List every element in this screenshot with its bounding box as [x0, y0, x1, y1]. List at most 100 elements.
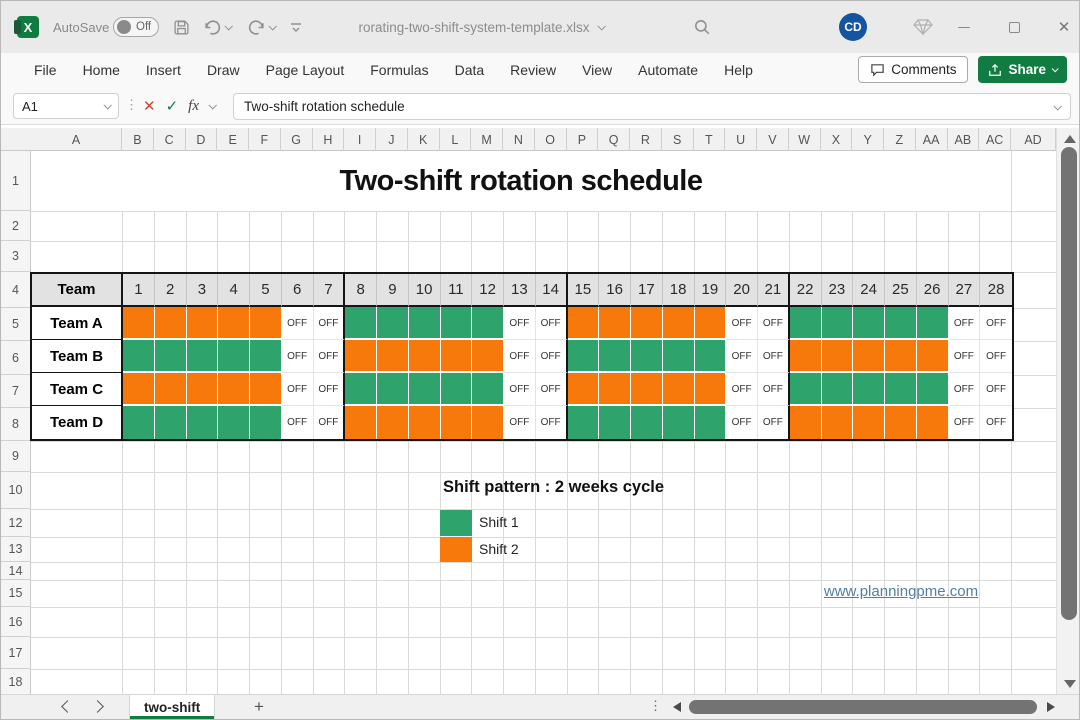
column-header-AB[interactable]: AB [948, 128, 980, 151]
day-header-cell[interactable]: 16 [599, 274, 631, 307]
off-cell[interactable]: OFF [948, 406, 981, 439]
shift2-cell[interactable] [154, 373, 187, 406]
column-header-K[interactable]: K [408, 128, 440, 151]
day-header-cell[interactable]: 20 [726, 274, 758, 307]
redo-icon[interactable] [247, 1, 277, 53]
off-cell[interactable]: OFF [758, 340, 790, 373]
off-cell[interactable]: OFF [313, 307, 346, 340]
shift2-cell[interactable] [916, 340, 949, 373]
name-box[interactable]: A1 [13, 93, 119, 119]
shift2-cell[interactable] [377, 406, 409, 439]
shift2-cell[interactable] [885, 340, 917, 373]
row-header-7[interactable]: 7 [1, 375, 31, 408]
day-header-cell[interactable]: 5 [250, 274, 282, 307]
day-header-cell[interactable]: 23 [821, 274, 854, 307]
day-header-cell[interactable]: 11 [440, 274, 473, 307]
add-sheet-button[interactable]: + [254, 697, 264, 716]
off-cell[interactable]: OFF [535, 307, 568, 340]
off-cell[interactable]: OFF [980, 307, 1012, 340]
day-header-cell[interactable]: 25 [885, 274, 917, 307]
shift1-cell[interactable] [631, 340, 663, 373]
shift2-cell[interactable] [567, 307, 600, 340]
shift1-cell[interactable] [472, 307, 504, 340]
column-header-T[interactable]: T [694, 128, 726, 151]
day-header-cell[interactable]: 24 [853, 274, 885, 307]
shift1-cell[interactable] [123, 340, 155, 373]
team-name-cell[interactable]: Team D [32, 406, 123, 439]
off-cell[interactable]: OFF [535, 373, 568, 406]
off-cell[interactable]: OFF [980, 340, 1012, 373]
off-cell[interactable]: OFF [726, 406, 758, 439]
undo-menu-chevron-icon[interactable] [224, 22, 233, 31]
document-title[interactable]: rorating-two-shift-system-template.xlsx [331, 1, 631, 53]
column-header-H[interactable]: H [313, 128, 345, 151]
off-cell[interactable]: OFF [758, 406, 790, 439]
shift2-cell[interactable] [472, 340, 504, 373]
off-cell[interactable]: OFF [281, 307, 314, 340]
column-header-C[interactable]: C [154, 128, 186, 151]
day-header-cell[interactable]: 12 [472, 274, 504, 307]
shift1-cell[interactable] [885, 307, 917, 340]
row-header-3[interactable]: 3 [1, 241, 31, 272]
shift1-cell[interactable] [916, 307, 949, 340]
column-header-R[interactable]: R [630, 128, 662, 151]
shift1-cell[interactable] [599, 406, 631, 439]
minimize-button[interactable] [949, 1, 979, 53]
row-header-16[interactable]: 16 [1, 607, 31, 637]
shift2-cell[interactable] [662, 373, 695, 406]
row-header-4[interactable]: 4 [1, 272, 31, 308]
hscroll-right-icon[interactable] [1047, 702, 1055, 712]
row-header-10[interactable]: 10 [1, 472, 31, 509]
off-cell[interactable]: OFF [281, 373, 314, 406]
ribbon-tab-page-layout[interactable]: Page Layout [265, 62, 345, 78]
day-header-cell[interactable]: 8 [345, 274, 377, 307]
day-header-cell[interactable]: 15 [567, 274, 600, 307]
shift1-cell[interactable] [123, 406, 155, 439]
shift2-cell[interactable] [345, 340, 377, 373]
shift2-cell[interactable] [377, 340, 409, 373]
search-icon[interactable] [693, 1, 711, 53]
column-header-B[interactable]: B [122, 128, 154, 151]
enter-icon[interactable]: ✓ [165, 98, 179, 115]
row-header-12[interactable]: 12 [1, 509, 31, 537]
shift2-cell[interactable] [631, 307, 663, 340]
shift1-cell[interactable] [186, 340, 219, 373]
excel-app-icon[interactable]: X [14, 1, 39, 53]
row-header-1[interactable]: 1 [1, 151, 31, 211]
column-header-F[interactable]: F [249, 128, 281, 151]
tab-options-dots-icon[interactable]: ⋮ [649, 698, 662, 713]
shift2-cell[interactable] [218, 373, 250, 406]
off-cell[interactable]: OFF [504, 373, 536, 406]
off-cell[interactable]: OFF [504, 406, 536, 439]
shift2-cell[interactable] [186, 307, 219, 340]
off-cell[interactable]: OFF [948, 340, 981, 373]
column-header-J[interactable]: J [376, 128, 408, 151]
shift2-cell[interactable] [662, 307, 695, 340]
off-cell[interactable]: OFF [758, 373, 790, 406]
shift1-cell[interactable] [662, 406, 695, 439]
shift2-cell[interactable] [853, 340, 885, 373]
column-header-Y[interactable]: Y [852, 128, 884, 151]
column-header-Z[interactable]: Z [884, 128, 916, 151]
formula-input[interactable]: Two-shift rotation schedule [233, 93, 1071, 120]
shift1-cell[interactable] [789, 373, 822, 406]
off-cell[interactable]: OFF [758, 307, 790, 340]
ribbon-tab-automate[interactable]: Automate [638, 62, 699, 78]
hscroll-left-icon[interactable] [673, 702, 681, 712]
team-column-header[interactable]: Team [32, 274, 123, 307]
ribbon-tab-home[interactable]: Home [82, 62, 120, 78]
column-header-E[interactable]: E [217, 128, 249, 151]
row-header-15[interactable]: 15 [1, 580, 31, 607]
row-header-18[interactable]: 18 [1, 669, 31, 696]
shift1-cell[interactable] [154, 406, 187, 439]
team-name-cell[interactable]: Team C [32, 373, 123, 406]
day-header-cell[interactable]: 21 [758, 274, 790, 307]
shift1-cell[interactable] [377, 307, 409, 340]
shift2-cell[interactable] [440, 340, 473, 373]
day-header-cell[interactable]: 28 [980, 274, 1012, 307]
shift1-cell[interactable] [599, 340, 631, 373]
shift2-cell[interactable] [472, 406, 504, 439]
off-cell[interactable]: OFF [948, 307, 981, 340]
day-header-cell[interactable]: 13 [504, 274, 536, 307]
fx-chevron-icon[interactable] [208, 101, 217, 110]
